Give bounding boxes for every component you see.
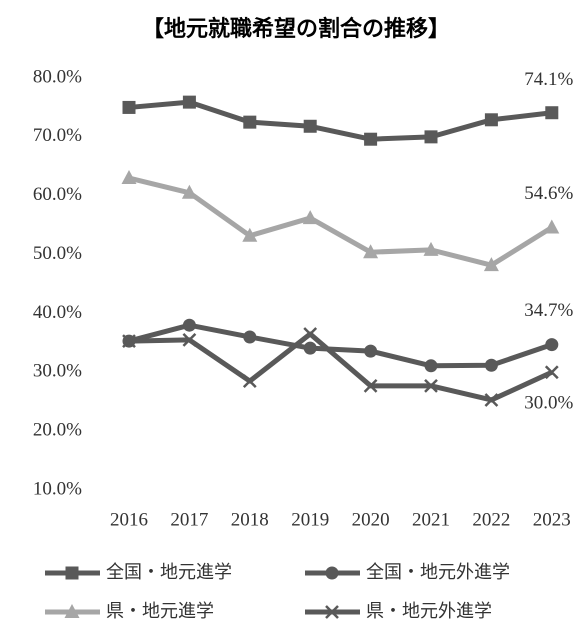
marker [423,241,439,256]
y-tick-label: 80.0% [33,66,82,87]
legend-marker [64,604,80,618]
data-label: 34.7% [524,300,573,321]
data-label: 30.0% [524,393,573,414]
series-line [128,99,553,142]
marker [544,219,560,234]
marker [424,130,438,144]
marker [121,170,137,185]
y-tick-label: 60.0% [33,184,82,205]
x-tick-label: 2020 [352,509,390,530]
x-tick-label: 2018 [231,509,269,530]
marker [181,184,197,199]
marker [303,119,317,133]
marker [182,318,196,332]
marker [303,327,318,341]
series-line [128,331,553,403]
marker [424,378,438,393]
marker [182,333,197,347]
series-line [128,175,554,268]
x-tick-label: 2019 [291,509,329,530]
marker [302,210,318,225]
marker [483,257,499,272]
legend-label: 県・地元外進学 [366,601,492,622]
y-tick-label: 70.0% [33,125,82,146]
x-tick-label: 2022 [472,509,510,530]
series-line [128,322,553,369]
marker [364,344,378,358]
marker [545,338,559,352]
legend-marker [325,605,339,619]
y-tick-label: 20.0% [33,420,82,441]
marker [122,100,136,114]
marker [243,330,257,344]
marker [544,365,559,380]
marker [122,334,136,348]
marker [363,244,379,259]
marker [363,378,378,393]
legend-marker [325,566,339,580]
marker [364,132,378,146]
y-tick-label: 50.0% [33,243,82,264]
chart-title: 【地元就職希望の割合の推移】 [142,16,450,42]
marker [303,341,317,355]
marker [424,359,438,373]
legend-label: 県・地元進学 [106,601,214,622]
legend-label: 全国・地元進学 [106,562,232,583]
x-tick-label: 2021 [412,509,450,530]
marker [182,95,196,109]
x-tick-label: 2016 [110,509,148,530]
x-tick-label: 2017 [170,509,208,530]
y-tick-label: 30.0% [33,361,82,382]
y-tick-label: 10.0% [33,478,82,499]
marker [242,374,257,388]
marker [545,106,559,120]
marker [484,358,498,372]
marker [484,113,498,127]
data-label: 54.6% [524,183,573,204]
marker [242,227,258,242]
marker [243,115,257,129]
y-tick-label: 40.0% [33,302,82,323]
data-label: 74.1% [524,69,573,90]
legend-label: 全国・地元外進学 [366,562,510,583]
x-tick-label: 2023 [533,509,571,530]
legend-marker [65,566,79,580]
marker [484,393,499,407]
